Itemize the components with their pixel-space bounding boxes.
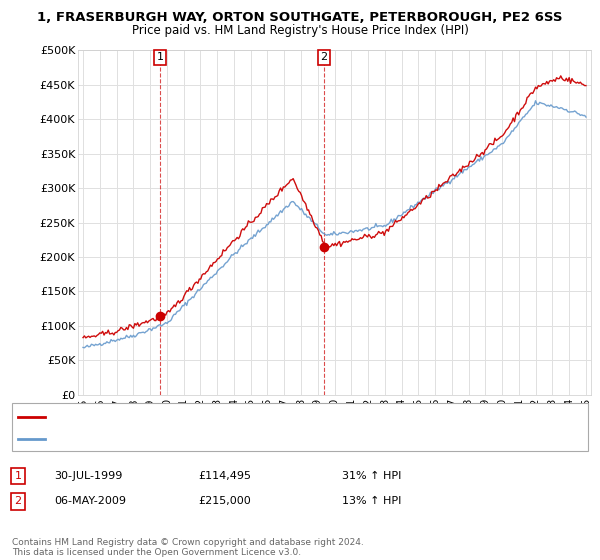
Text: 1: 1 [157,53,163,63]
Text: £114,495: £114,495 [198,471,251,481]
Text: 1, FRASERBURGH WAY, ORTON SOUTHGATE, PETERBOROUGH, PE2 6SS (detached hous: 1, FRASERBURGH WAY, ORTON SOUTHGATE, PET… [51,413,505,422]
Text: 13% ↑ HPI: 13% ↑ HPI [342,496,401,506]
Text: HPI: Average price, detached house, City of Peterborough: HPI: Average price, detached house, City… [51,434,352,444]
Text: £215,000: £215,000 [198,496,251,506]
Text: 30-JUL-1999: 30-JUL-1999 [54,471,122,481]
Text: Price paid vs. HM Land Registry's House Price Index (HPI): Price paid vs. HM Land Registry's House … [131,24,469,36]
Text: 2: 2 [14,496,22,506]
Text: 1: 1 [14,471,22,481]
Text: 31% ↑ HPI: 31% ↑ HPI [342,471,401,481]
Text: 2: 2 [320,53,328,63]
Text: 1, FRASERBURGH WAY, ORTON SOUTHGATE, PETERBOROUGH, PE2 6SS: 1, FRASERBURGH WAY, ORTON SOUTHGATE, PET… [37,11,563,24]
Text: 06-MAY-2009: 06-MAY-2009 [54,496,126,506]
Text: Contains HM Land Registry data © Crown copyright and database right 2024.
This d: Contains HM Land Registry data © Crown c… [12,538,364,557]
